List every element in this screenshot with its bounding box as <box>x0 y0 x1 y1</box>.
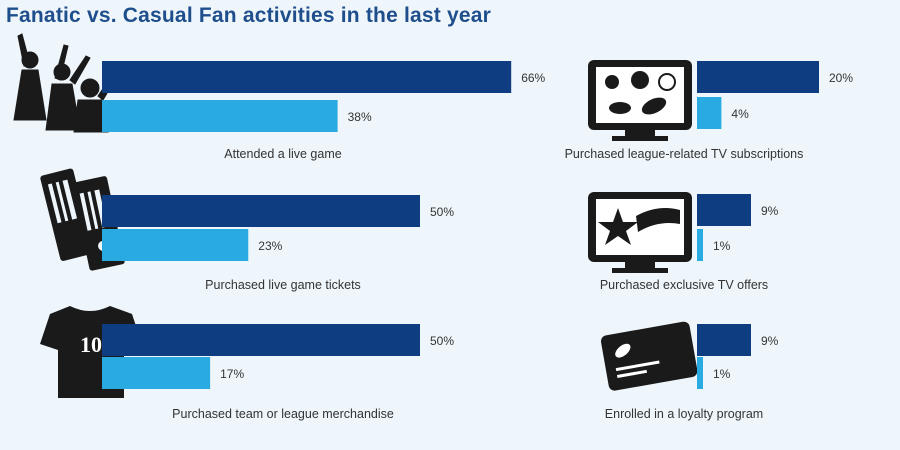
casual-bar <box>102 100 338 132</box>
activity-label: Attended a live game <box>224 147 341 161</box>
casual-bar <box>697 229 703 261</box>
casual-bar <box>102 357 211 389</box>
fanatic-value-label: 9% <box>761 204 779 218</box>
casual-value-label: 1% <box>713 367 731 381</box>
fanatic-bar <box>102 61 512 93</box>
activity-label: Purchased exclusive TV offers <box>600 278 768 292</box>
fanatic-value-label: 66% <box>521 71 545 85</box>
chart-title: Fanatic vs. Casual Fan activities in the… <box>6 4 492 27</box>
loyalty-card-icon <box>600 321 698 391</box>
fanatic-bar <box>697 61 819 93</box>
fanatic-value-label: 20% <box>829 71 853 85</box>
fanatic-bar <box>697 194 751 226</box>
activity-label: Purchased team or league merchandise <box>172 407 394 421</box>
fanatic-value-label: 50% <box>430 205 454 219</box>
fanatic-bar <box>697 324 751 356</box>
casual-value-label: 17% <box>220 367 244 381</box>
fanatic-bar <box>102 324 420 356</box>
activity-label: Enrolled in a loyalty program <box>605 407 763 421</box>
fanatic-value-label: 50% <box>430 334 454 348</box>
casual-bar <box>697 357 703 389</box>
casual-value-label: 23% <box>258 239 282 253</box>
jersey-number: 10 <box>80 332 102 357</box>
casual-value-label: 1% <box>713 239 731 253</box>
activity-label: Purchased league-related TV subscription… <box>565 147 804 161</box>
casual-value-label: 4% <box>731 107 749 121</box>
fanatic-value-label: 9% <box>761 334 779 348</box>
casual-bar <box>697 97 722 129</box>
activity-label: Purchased live game tickets <box>205 278 361 292</box>
tv-sports-balls-icon <box>588 60 692 141</box>
casual-bar <box>102 229 249 261</box>
tv-star-icon <box>588 192 692 273</box>
fanatic-bar <box>102 195 420 227</box>
cheering-fans-icon <box>13 33 129 133</box>
casual-value-label: 38% <box>348 110 372 124</box>
